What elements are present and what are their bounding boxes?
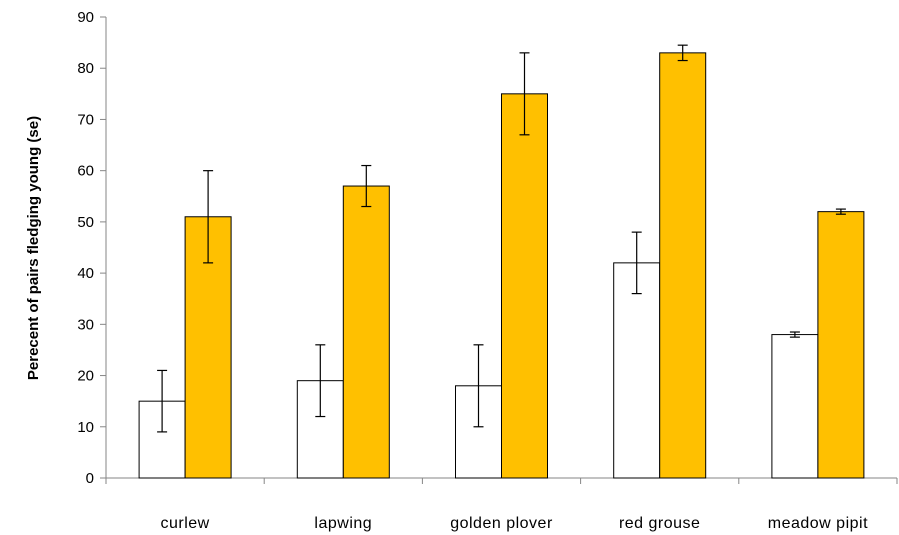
category-label-3: red grouse	[619, 515, 701, 532]
y-tick-label-9: 90	[77, 9, 94, 26]
y-tick-label-5: 50	[77, 214, 94, 231]
category-label-1: lapwing	[314, 515, 372, 532]
y-tick-label-1: 10	[77, 419, 94, 436]
bar-s0-4	[771, 334, 819, 479]
category-label-4: meadow pipit	[768, 515, 868, 532]
y-tick-label-7: 70	[77, 111, 94, 128]
bar-s1-2	[501, 93, 548, 479]
y-tick-label-0: 0	[86, 470, 94, 487]
y-tick-label-4: 40	[77, 265, 94, 282]
y-tick-label-3: 30	[77, 316, 94, 333]
bar-s1-4	[817, 211, 865, 479]
bar-s1-3	[659, 52, 707, 479]
plot-area: 0 10 20 30 40 50 60 70 80 90 curlew lapwing golden p…	[77, 9, 898, 532]
category-label-2: golden plover	[450, 515, 553, 532]
bar-s1-1	[342, 185, 390, 479]
category-label-0: curlew	[160, 515, 209, 532]
y-tick-label-6: 60	[77, 163, 94, 180]
y-tick-label-8: 80	[77, 60, 94, 77]
y-tick-label-2: 20	[77, 368, 94, 385]
y-axis-title: Perecent of pairs fledging young (se)	[25, 116, 42, 380]
bar-s0-3	[613, 262, 661, 479]
